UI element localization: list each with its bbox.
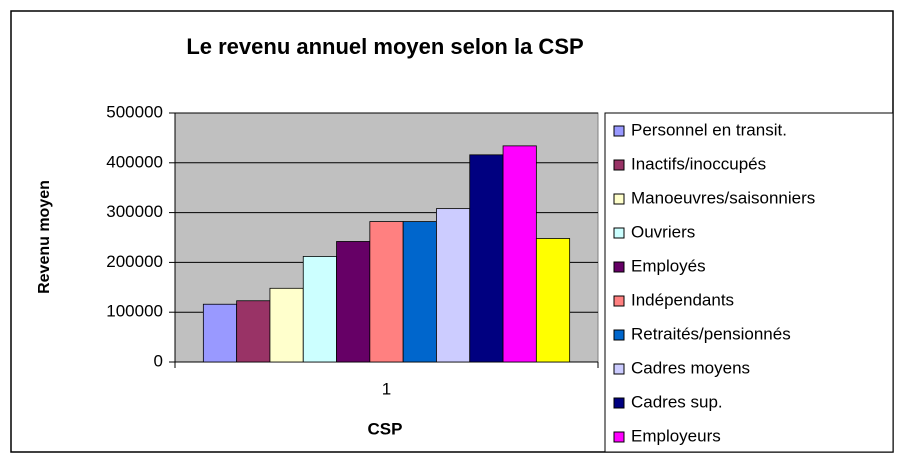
- legend-swatch: [613, 397, 625, 409]
- legend-swatch: [613, 431, 625, 443]
- legend-swatch: [613, 363, 625, 375]
- y-tick-label: 100000: [106, 302, 163, 321]
- x-axis-label: CSP: [368, 419, 403, 438]
- bar: [535, 238, 571, 363]
- legend-swatch: [613, 261, 625, 273]
- y-axis-label: Revenu moyen: [36, 180, 53, 294]
- bar: [202, 303, 238, 363]
- legend-label: Employeurs: [631, 426, 721, 445]
- bar: [236, 300, 271, 363]
- legend-label: Personnel en transit.: [631, 120, 787, 139]
- chart-title: Le revenu annuel moyen selon la CSP: [186, 34, 583, 59]
- legend-box: [604, 112, 894, 453]
- bar: [369, 221, 404, 363]
- legend-label: Retraités/pensionnés: [631, 324, 791, 343]
- legend-label: Ouvriers: [631, 222, 695, 241]
- legend-label: Indépendants: [631, 290, 734, 309]
- y-tick-label: 500000: [106, 102, 163, 121]
- legend-swatch: [613, 159, 625, 171]
- bar: [336, 241, 371, 363]
- legend-label: Cadres sup.: [631, 392, 723, 411]
- x-tick-label: 1: [382, 379, 391, 398]
- bar: [402, 221, 437, 363]
- legend-swatch: [613, 227, 625, 239]
- y-tick-label: 0: [154, 351, 163, 370]
- y-tick-label: 200000: [106, 252, 163, 271]
- legend-swatch: [613, 125, 625, 137]
- y-tick-label: 400000: [106, 152, 163, 171]
- bar: [469, 154, 504, 363]
- legend-swatch: [613, 329, 625, 341]
- legend-label: Inactifs/inoccupés: [631, 154, 766, 173]
- legend-label: Cadres moyens: [631, 358, 750, 377]
- bar: [302, 256, 337, 363]
- legend-label: Manoeuvres/saisonniers: [631, 188, 815, 207]
- bar: [436, 208, 471, 363]
- bar: [502, 145, 537, 363]
- legend-swatch: [613, 193, 625, 205]
- y-tick-label: 300000: [106, 202, 163, 221]
- legend-label: Employés: [631, 256, 706, 275]
- legend-swatch: [613, 295, 625, 307]
- bar: [269, 287, 304, 363]
